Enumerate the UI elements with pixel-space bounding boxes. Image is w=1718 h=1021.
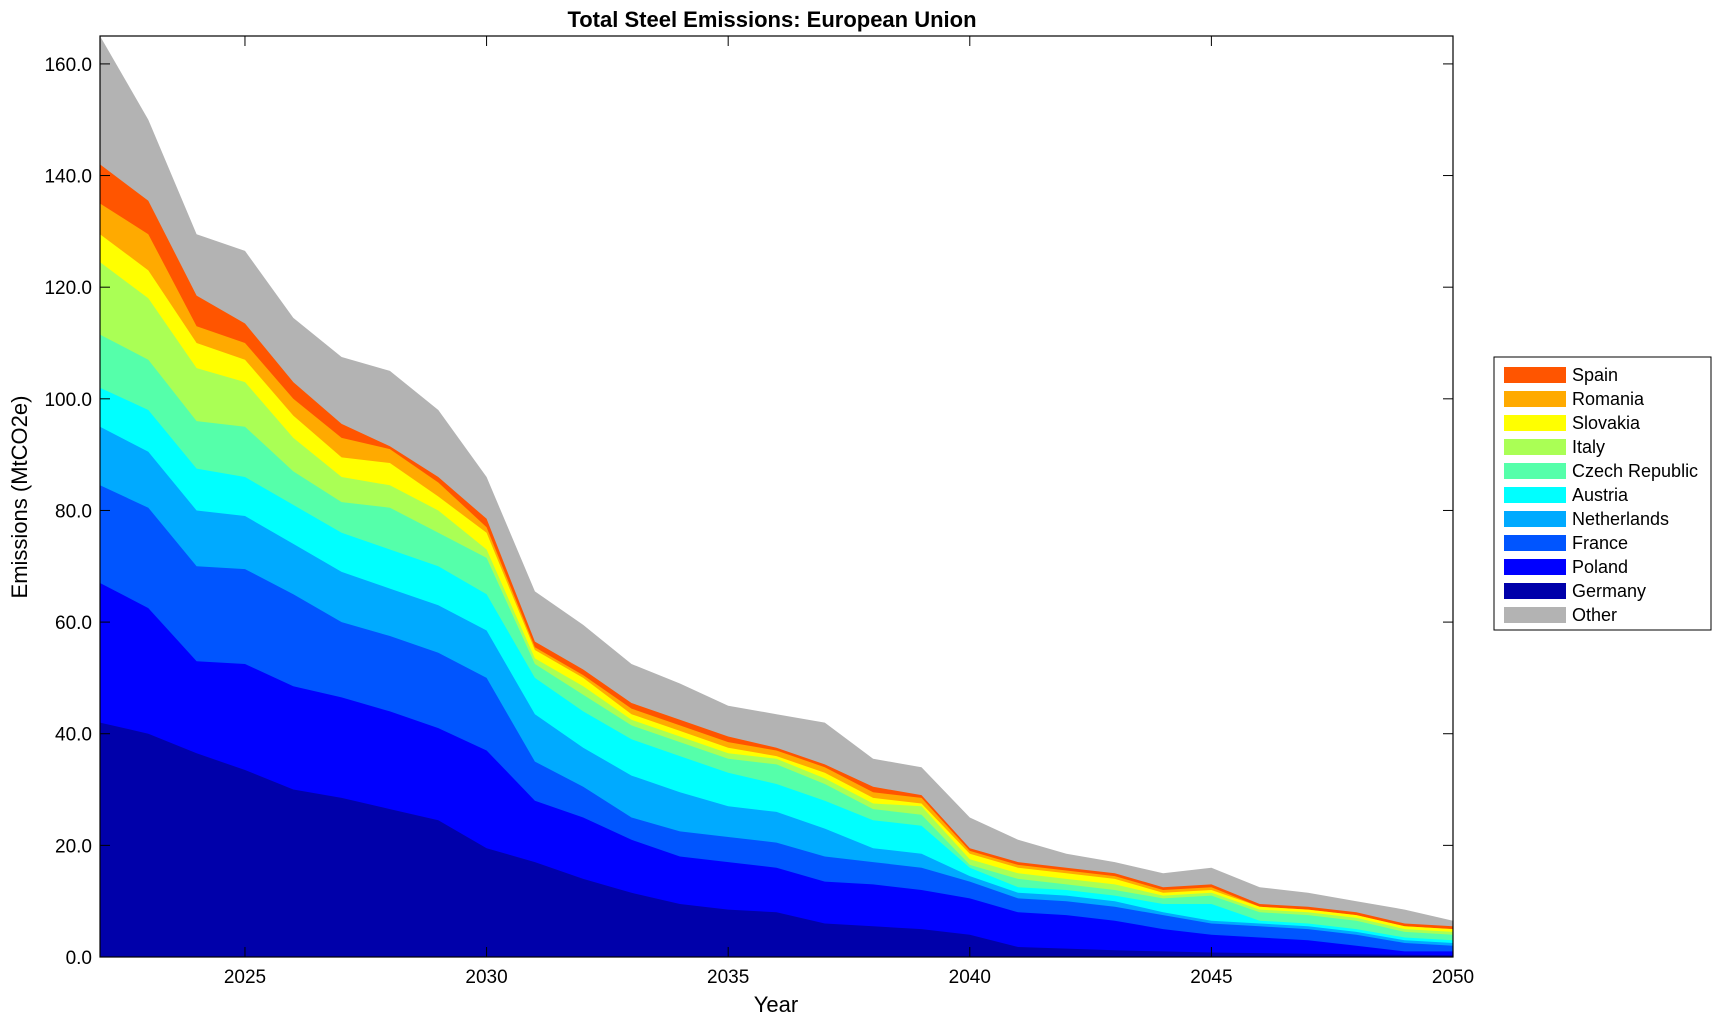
y-tick-label: 80.0 xyxy=(55,501,92,522)
y-tick-label: 140.0 xyxy=(44,167,92,188)
x-tick-label: 2040 xyxy=(949,967,991,988)
legend-label-spain: Spain xyxy=(1572,365,1618,385)
legend-swatch-austria xyxy=(1504,487,1566,503)
legend-swatch-other xyxy=(1504,607,1566,623)
legend-label-romania: Romania xyxy=(1572,389,1645,409)
legend-label-other: Other xyxy=(1572,605,1617,625)
x-tick-label: 2050 xyxy=(1432,967,1474,988)
legend-swatch-netherlands xyxy=(1504,511,1566,527)
legend-label-austria: Austria xyxy=(1572,485,1629,505)
x-tick-label: 2030 xyxy=(465,967,507,988)
y-axis-label: Emissions (MtCO2e) xyxy=(7,396,32,599)
legend-swatch-poland xyxy=(1504,559,1566,575)
y-tick-label: 0.0 xyxy=(66,948,92,969)
legend-swatch-romania xyxy=(1504,391,1566,407)
x-axis-label: Year xyxy=(754,992,798,1017)
y-tick-label: 100.0 xyxy=(44,390,92,411)
legend-label-italy: Italy xyxy=(1572,437,1605,457)
legend-swatch-germany xyxy=(1504,583,1566,599)
legend-swatch-spain xyxy=(1504,367,1566,383)
y-tick-label: 160.0 xyxy=(44,55,92,76)
plot-frame xyxy=(99,35,1454,958)
legend: Spain Romania Slovakia Italy Czech Republic A… xyxy=(1493,356,1712,631)
x-tick-label: 2025 xyxy=(224,967,266,988)
legend-label-germany: Germany xyxy=(1572,581,1646,601)
axis-ticks: 0.0 20.0 40.0 60.0 80.0 100.0 120.0 140.0 160.0 2… xyxy=(44,36,1474,988)
legend-swatch-italy xyxy=(1504,439,1566,455)
legend-swatch-france xyxy=(1504,535,1566,551)
legend-label-czech-republic: Czech Republic xyxy=(1572,461,1698,481)
legend-label-slovakia: Slovakia xyxy=(1572,413,1641,433)
legend-label-france: France xyxy=(1572,533,1628,553)
legend-label-poland: Poland xyxy=(1572,557,1628,577)
y-tick-label: 60.0 xyxy=(55,613,92,634)
area-series-group xyxy=(100,36,1453,958)
y-tick-label: 20.0 xyxy=(55,836,92,857)
x-tick-label: 2045 xyxy=(1190,967,1232,988)
area-germany xyxy=(100,722,1453,957)
legend-label-netherlands: Netherlands xyxy=(1572,509,1669,529)
chart-title: Total Steel Emissions: European Union xyxy=(567,7,976,32)
legend-swatch-czech-republic xyxy=(1504,463,1566,479)
y-tick-label: 120.0 xyxy=(44,278,92,299)
legend-swatch-slovakia xyxy=(1504,415,1566,431)
x-tick-label: 2035 xyxy=(707,967,749,988)
y-tick-label: 40.0 xyxy=(55,725,92,746)
